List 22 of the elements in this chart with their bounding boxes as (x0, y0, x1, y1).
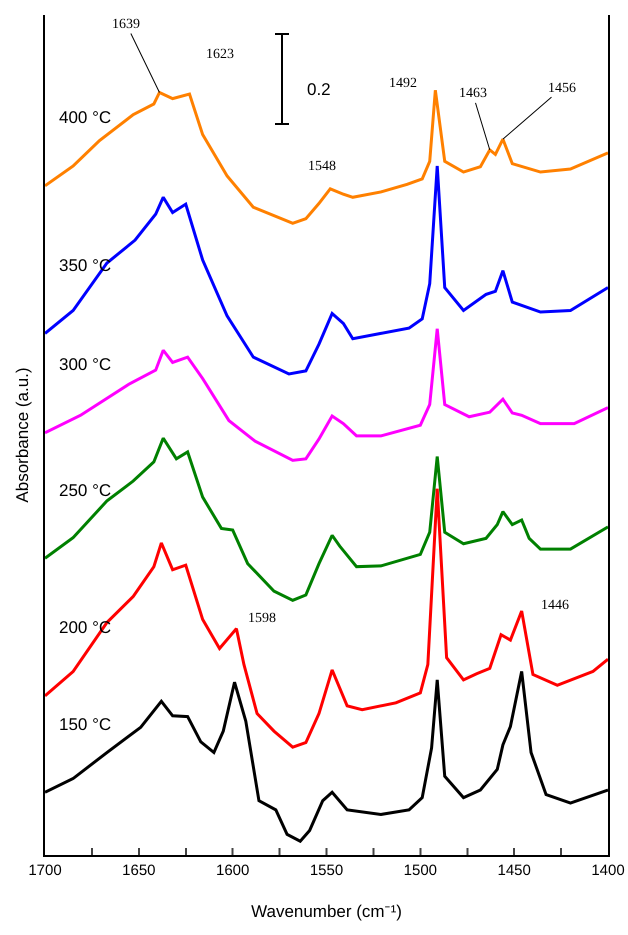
x-tick-label: 1450 (497, 862, 531, 879)
series-label: 250 °C (59, 481, 112, 500)
x-tick-label: 1600 (216, 862, 250, 879)
x-tick-label: 1550 (310, 862, 344, 879)
annotation: 1463 (459, 86, 487, 101)
x-tick-label: 1700 (28, 862, 62, 879)
annotation: 1623 (206, 47, 234, 62)
x-tick-label: 1500 (404, 862, 438, 879)
annotation: 1446 (541, 598, 569, 613)
annotation: 1598 (248, 611, 276, 626)
annotation: 0.2 (307, 80, 331, 99)
series-label: 150 °C (59, 715, 112, 734)
x-tick-label: 1400 (591, 862, 625, 879)
annotation: 1639 (112, 17, 140, 32)
series-label: 300 °C (59, 355, 112, 374)
x-axis-title: Wavenumber (cm⁻¹) (251, 902, 402, 921)
annotation: 1548 (308, 159, 336, 174)
y-axis-title: Absorbance (a.u.) (13, 367, 32, 503)
x-tick-label: 1650 (122, 862, 156, 879)
annotation: 1492 (389, 76, 417, 91)
series-label: 400 °C (59, 108, 112, 127)
annotation: 1456 (548, 81, 576, 96)
